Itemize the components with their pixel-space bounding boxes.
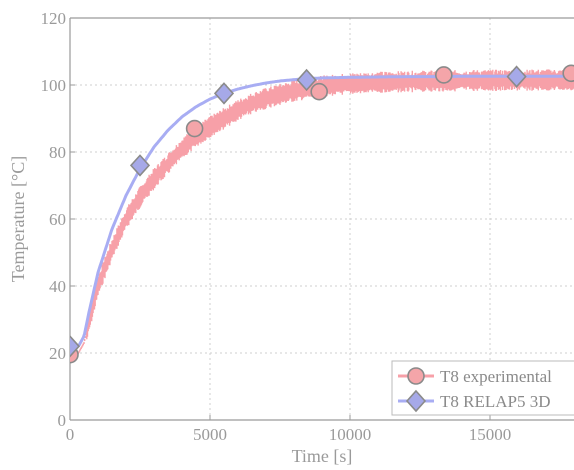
series-line-relap <box>70 74 574 352</box>
legend-label-experimental: T8 experimental <box>440 367 552 386</box>
marker-relap-4 <box>506 65 527 88</box>
series-layer <box>70 64 574 364</box>
legend-marker-relap <box>405 389 427 413</box>
marker-relap-0 <box>70 335 81 358</box>
marker-relap-1 <box>129 154 151 177</box>
y-tick-label-5: 100 <box>41 76 67 95</box>
y-tick-label-1: 20 <box>49 344 66 363</box>
y-tick-label-3: 60 <box>49 210 66 229</box>
legend-marker-experimental <box>407 367 425 385</box>
marker-relap-2 <box>213 82 235 105</box>
marker-experimental-4 <box>562 64 574 83</box>
y-tick-label-6: 120 <box>41 9 67 28</box>
x-tick-label-3: 15000 <box>469 425 512 444</box>
x-tick-label-2: 10000 <box>329 425 372 444</box>
x-tick-label-1: 5000 <box>193 425 227 444</box>
series-group <box>70 64 574 364</box>
legend: T8 experimental T8 RELAP5 3D <box>391 360 574 416</box>
y-tick-label-4: 80 <box>49 143 66 162</box>
y-axis-title: Temperature [°C] <box>8 156 28 282</box>
tick-labels: 0 20 40 60 80 100 120 0 5000 10000 15000 <box>41 9 512 444</box>
legend-label-relap: T8 RELAP5 3D <box>440 392 551 411</box>
y-tick-label-2: 40 <box>49 277 66 296</box>
y-tick-label-0: 0 <box>58 411 67 430</box>
marker-experimental-3 <box>434 66 453 84</box>
x-axis-title: Time [s] <box>292 446 353 466</box>
x-tick-label-0: 0 <box>66 425 75 444</box>
marker-relap-3 <box>296 68 317 92</box>
marker-experimental-1 <box>185 119 204 138</box>
marker-experimental-2 <box>310 82 329 101</box>
